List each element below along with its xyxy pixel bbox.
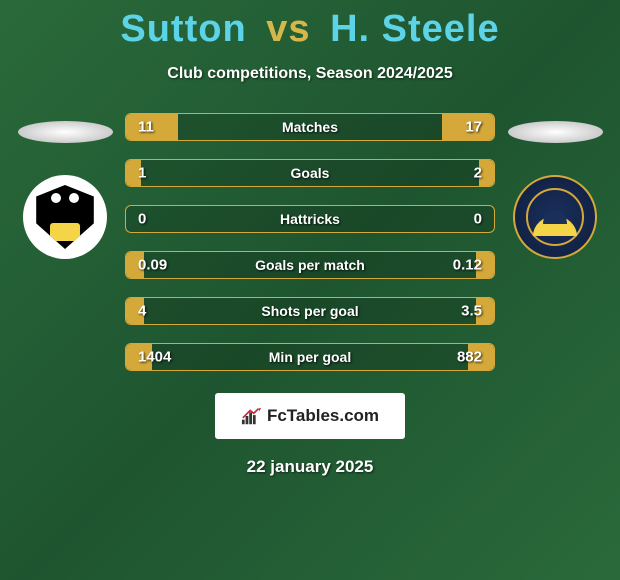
stat-row: 0 0 Hattricks (125, 205, 495, 233)
vs-label: vs (266, 8, 310, 50)
stat-row: 4 3.5 Shots per goal (125, 297, 495, 325)
stat-label: Hattricks (280, 211, 340, 227)
left-ellipse (18, 121, 113, 143)
stat-value-left: 11 (138, 119, 154, 136)
right-ellipse (508, 121, 603, 143)
stats-column: 11 17 Matches 1 2 Goals 0 0 Hattricks 0.09 0.12 Goa… (125, 113, 495, 371)
stat-value-right: 0 (474, 211, 482, 228)
stat-value-right: 3.5 (461, 303, 482, 320)
stat-row: 1404 882 Min per goal (125, 343, 495, 371)
player1-name: Sutton (120, 8, 246, 50)
stat-value-left: 1404 (138, 349, 171, 366)
stat-value-right: 0.12 (453, 257, 482, 274)
content-area: 11 17 Matches 1 2 Goals 0 0 Hattricks 0.09 0.12 Goa… (0, 113, 620, 371)
brand-box: FcTables.com (215, 393, 405, 439)
stat-value-left: 1 (138, 165, 146, 182)
stat-row: 11 17 Matches (125, 113, 495, 141)
stat-value-right: 882 (457, 349, 482, 366)
brand-text: FcTables.com (267, 406, 379, 426)
stat-value-left: 0 (138, 211, 146, 228)
mariners-ring-icon (526, 188, 584, 246)
stat-label: Matches (282, 119, 338, 135)
stat-label: Goals per match (255, 257, 365, 273)
phoenix-bird-icon (45, 189, 85, 217)
stat-label: Min per goal (269, 349, 351, 365)
left-side (15, 113, 115, 259)
stat-value-left: 4 (138, 303, 146, 320)
stat-value-left: 0.09 (138, 257, 167, 274)
team-badge-left (23, 175, 107, 259)
subtitle: Club competitions, Season 2024/2025 (0, 65, 620, 83)
stat-row: 0.09 0.12 Goals per match (125, 251, 495, 279)
stat-label: Goals (291, 165, 330, 181)
mariners-wave-icon (533, 216, 577, 236)
date-label: 22 january 2025 (0, 457, 620, 477)
player2-name: H. Steele (330, 8, 500, 50)
right-side (505, 113, 605, 259)
fctables-logo-icon (241, 406, 263, 426)
stat-value-right: 17 (465, 119, 482, 136)
stat-row: 1 2 Goals (125, 159, 495, 187)
team-badge-right (513, 175, 597, 259)
stat-value-right: 2 (474, 165, 482, 182)
stat-label: Shots per goal (261, 303, 358, 319)
comparison-title: Sutton vs H. Steele (0, 0, 620, 51)
